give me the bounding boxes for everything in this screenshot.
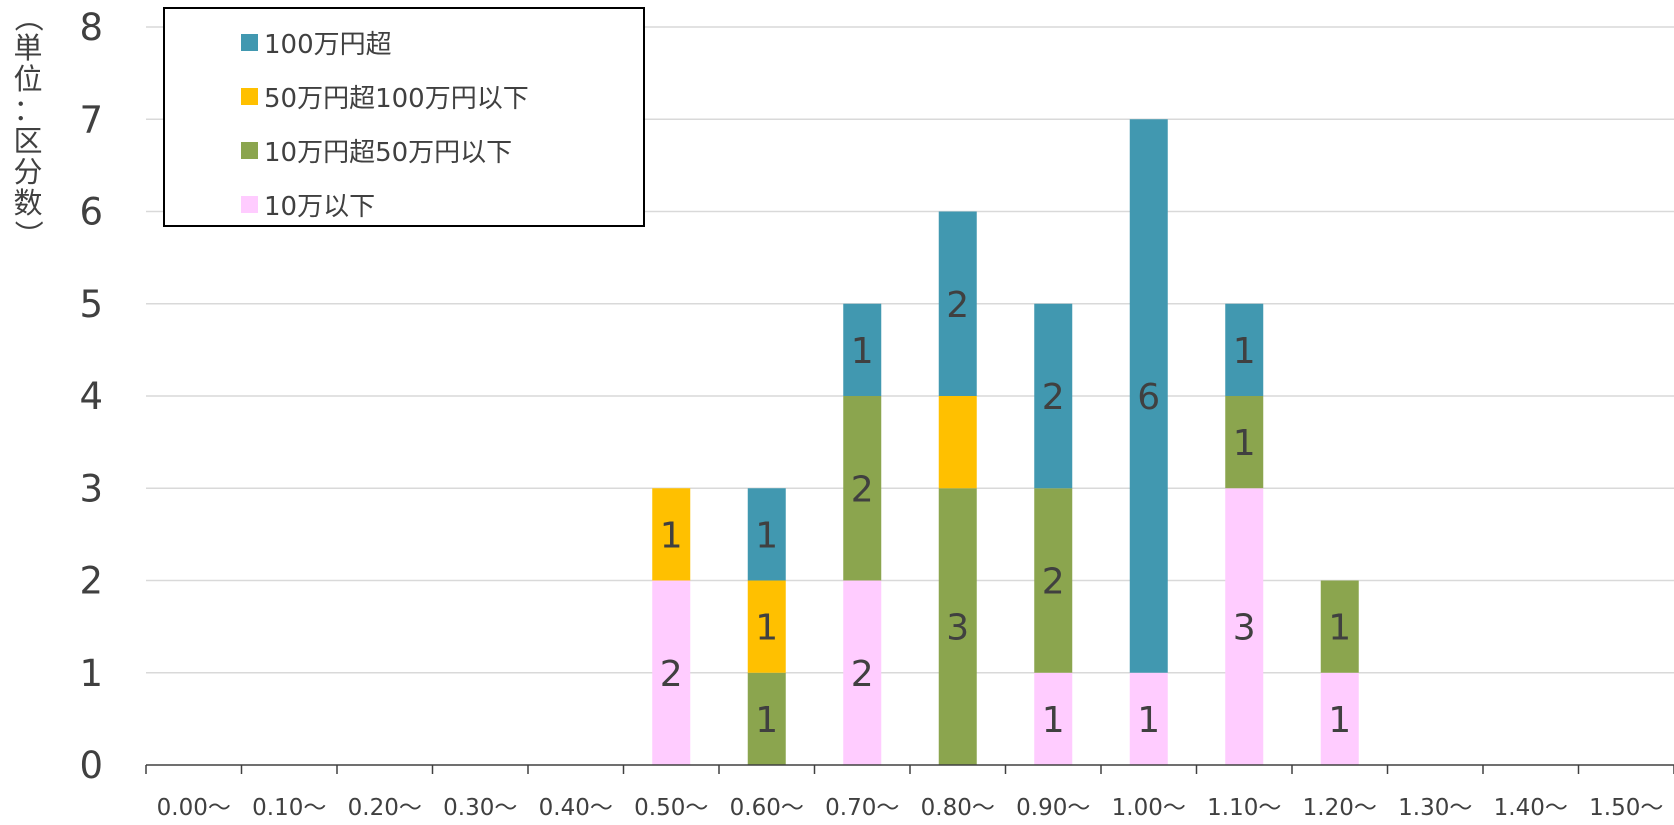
x-tick-label: 1.40〜 [1494, 795, 1568, 821]
bar-segment [843, 303, 882, 396]
data-label: 2 [946, 285, 969, 326]
bar-segment [1034, 303, 1073, 489]
x-tick-label: 0.90〜 [1016, 795, 1090, 821]
data-label: 1 [1328, 700, 1351, 741]
x-tick-label: 1.20〜 [1303, 795, 1377, 821]
y-axis-title-char: 数 [13, 186, 43, 220]
data-label: 1 [1137, 700, 1160, 741]
legend-label: 100万円超 [264, 29, 392, 60]
bar-segment [843, 580, 882, 765]
x-tick-label: 1.30〜 [1398, 795, 1472, 821]
data-label: 2 [1042, 377, 1065, 418]
data-label: 3 [1233, 608, 1256, 649]
y-axis-title: （ 単 位 ： 区 分 数 ） [8, 2, 48, 250]
legend-item: 10万以下 [241, 189, 375, 222]
bar-segment [1129, 672, 1168, 765]
y-tick-label: 5 [79, 283, 103, 326]
data-label: 1 [755, 608, 778, 649]
legend-item: 50万円超100万円以下 [241, 81, 529, 114]
y-tick-label: 3 [79, 467, 103, 510]
bar-segment [938, 396, 977, 489]
bar-segment [1034, 672, 1073, 765]
y-tick-label: 1 [79, 652, 103, 695]
y-tick-label: 6 [79, 191, 103, 234]
legend-swatch [241, 87, 258, 105]
bar-segment [938, 488, 977, 765]
data-label: 1 [1233, 423, 1256, 464]
y-axis-title-char: （ [11, 2, 46, 33]
y-tick-label: 7 [79, 98, 103, 141]
bar-segment [1225, 396, 1264, 489]
data-label: 1 [851, 331, 874, 372]
x-tick-label: 1.10〜 [1207, 795, 1281, 821]
data-label: 2 [851, 654, 874, 695]
legend-item: 10万円超50万円以下 [241, 135, 512, 168]
y-axis-title-char: ） [11, 219, 46, 250]
legend-item: 100万円超 [241, 27, 392, 60]
bar-segment [652, 580, 691, 765]
data-label: 1 [660, 515, 683, 556]
x-tick-label: 0.00〜 [157, 795, 231, 821]
bar-segment [747, 672, 786, 765]
legend-label: 10万円超50万円以下 [264, 137, 513, 168]
bar-segment [938, 211, 977, 396]
data-label: 1 [1042, 700, 1065, 741]
y-axis-title-char: ： [13, 93, 43, 127]
bar-segment [843, 396, 882, 581]
data-label: 2 [1042, 562, 1065, 603]
x-tick-label: 0.80〜 [921, 795, 995, 821]
bar-segment [747, 488, 786, 581]
data-label: 3 [946, 608, 969, 649]
data-label: 2 [660, 654, 683, 695]
data-label: 1 [755, 700, 778, 741]
x-tick-label: 1.50〜 [1589, 795, 1663, 821]
x-tick-label: 0.50〜 [634, 795, 708, 821]
y-tick-label: 4 [79, 375, 103, 418]
legend-swatch [241, 195, 258, 213]
x-tick-label: 0.10〜 [252, 795, 326, 821]
x-tick-label: 1.00〜 [1112, 795, 1186, 821]
bar-segment [1225, 488, 1264, 765]
data-label: 1 [1328, 608, 1351, 649]
x-tick-label: 0.60〜 [730, 795, 804, 821]
y-axis-title-char: 分 [13, 155, 43, 189]
data-label: 1 [1233, 331, 1256, 372]
bar-segment [652, 488, 691, 581]
legend-label: 50万円超100万円以下 [264, 83, 529, 114]
data-label: 2 [851, 469, 874, 510]
data-label: 6 [1137, 377, 1160, 418]
bar-segment [747, 580, 786, 673]
y-axis-title-char: 単 [13, 31, 43, 65]
y-tick-label: 2 [79, 560, 103, 603]
bar-segment [1320, 580, 1359, 673]
x-tick-label: 0.20〜 [348, 795, 422, 821]
y-tick-label: 0 [79, 744, 103, 787]
x-tick-label: 0.40〜 [539, 795, 613, 821]
data-label: 1 [755, 515, 778, 556]
y-axis-title-char: 位 [13, 62, 43, 96]
bar-segment [1225, 303, 1264, 396]
legend-swatch [241, 141, 258, 159]
y-tick-label: 8 [79, 6, 103, 49]
bar-segment [1034, 488, 1073, 673]
legend: 100万円超 50万円超100万円以下 10万円超50万円以下 10万以下 [163, 7, 645, 227]
legend-label: 10万以下 [264, 191, 376, 222]
bar-segment [1129, 119, 1168, 673]
bar-segment [1320, 672, 1359, 765]
x-tick-label: 0.70〜 [825, 795, 899, 821]
y-axis-title-char: 区 [13, 124, 43, 158]
x-tick-label: 0.30〜 [443, 795, 517, 821]
legend-swatch [241, 33, 258, 51]
